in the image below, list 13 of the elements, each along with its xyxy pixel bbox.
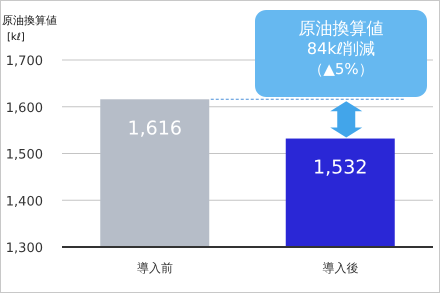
data-label: 1,616 — [128, 117, 182, 140]
y-tick-label: 1,300 — [6, 241, 43, 256]
x-tick-label: 導入前 — [136, 261, 173, 275]
y-tick-label: 1,500 — [6, 148, 43, 162]
x-tick-label: 導入後 — [322, 261, 358, 275]
y-tick-label: 1,600 — [6, 100, 43, 116]
text: 84kℓ削減 — [306, 39, 376, 58]
data-label: 1,532 — [313, 156, 368, 179]
text: 原油換算値 — [298, 19, 384, 39]
y-tick-label: 1,400 — [6, 194, 43, 210]
y-axis-title: 原油換算値 [kℓ] — [2, 14, 57, 43]
y-tick-label: 1,700 — [6, 54, 43, 69]
annotation: （▲5%） — [308, 60, 374, 78]
